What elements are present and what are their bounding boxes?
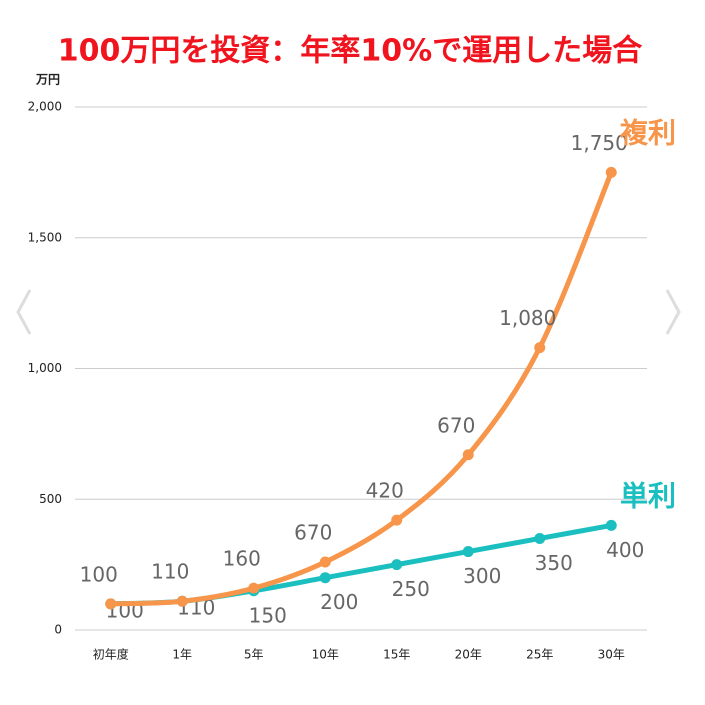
point — [462, 546, 474, 558]
value-label: 100 — [80, 562, 118, 586]
value-label: 670 — [437, 413, 475, 437]
point — [105, 598, 117, 610]
prev-arrow[interactable] — [16, 289, 32, 335]
point — [391, 514, 403, 526]
next-arrow[interactable] — [665, 289, 681, 335]
y-tick-label: 2,000 — [28, 100, 62, 114]
point — [176, 595, 188, 607]
y-tick-label: 1,500 — [28, 230, 62, 244]
legend-label: 複利 — [620, 116, 676, 149]
x-tick-label: 20年 — [455, 648, 482, 662]
value-label: 250 — [392, 577, 430, 601]
x-tick-label: 30年 — [598, 648, 625, 662]
value-label: 1,750 — [571, 131, 628, 155]
value-label: 1,080 — [499, 306, 556, 330]
point — [319, 556, 331, 568]
chart-title: 100万円を投資：年率10%で運用した場合 — [58, 34, 642, 69]
value-label: 160 — [223, 547, 261, 571]
value-label: 300 — [463, 564, 501, 588]
value-label: 670 — [294, 521, 332, 545]
value-label: 350 — [535, 551, 573, 575]
y-unit: 万円 — [35, 73, 60, 87]
point — [605, 166, 617, 178]
point — [462, 449, 474, 461]
y-tick-label: 1,000 — [28, 361, 62, 375]
x-tick-label: 5年 — [244, 648, 264, 662]
y-tick-label: 0 — [54, 623, 62, 637]
value-label: 150 — [249, 603, 287, 627]
value-label: 200 — [320, 590, 358, 614]
point — [534, 532, 546, 544]
x-tick-label: 初年度 — [93, 647, 129, 662]
x-tick-label: 25年 — [526, 648, 553, 662]
point — [534, 342, 546, 354]
x-tick-label: 15年 — [383, 648, 410, 662]
value-label: 420 — [366, 479, 404, 503]
point — [605, 519, 617, 531]
point — [319, 572, 331, 584]
x-tick-label: 1年 — [172, 648, 192, 662]
x-tick-label: 10年 — [312, 648, 339, 662]
value-label: 110 — [151, 560, 189, 584]
point — [391, 559, 403, 571]
value-label: 400 — [606, 538, 644, 562]
y-tick-label: 500 — [39, 492, 62, 506]
point — [248, 582, 260, 594]
legend-label: 単利 — [620, 479, 676, 512]
